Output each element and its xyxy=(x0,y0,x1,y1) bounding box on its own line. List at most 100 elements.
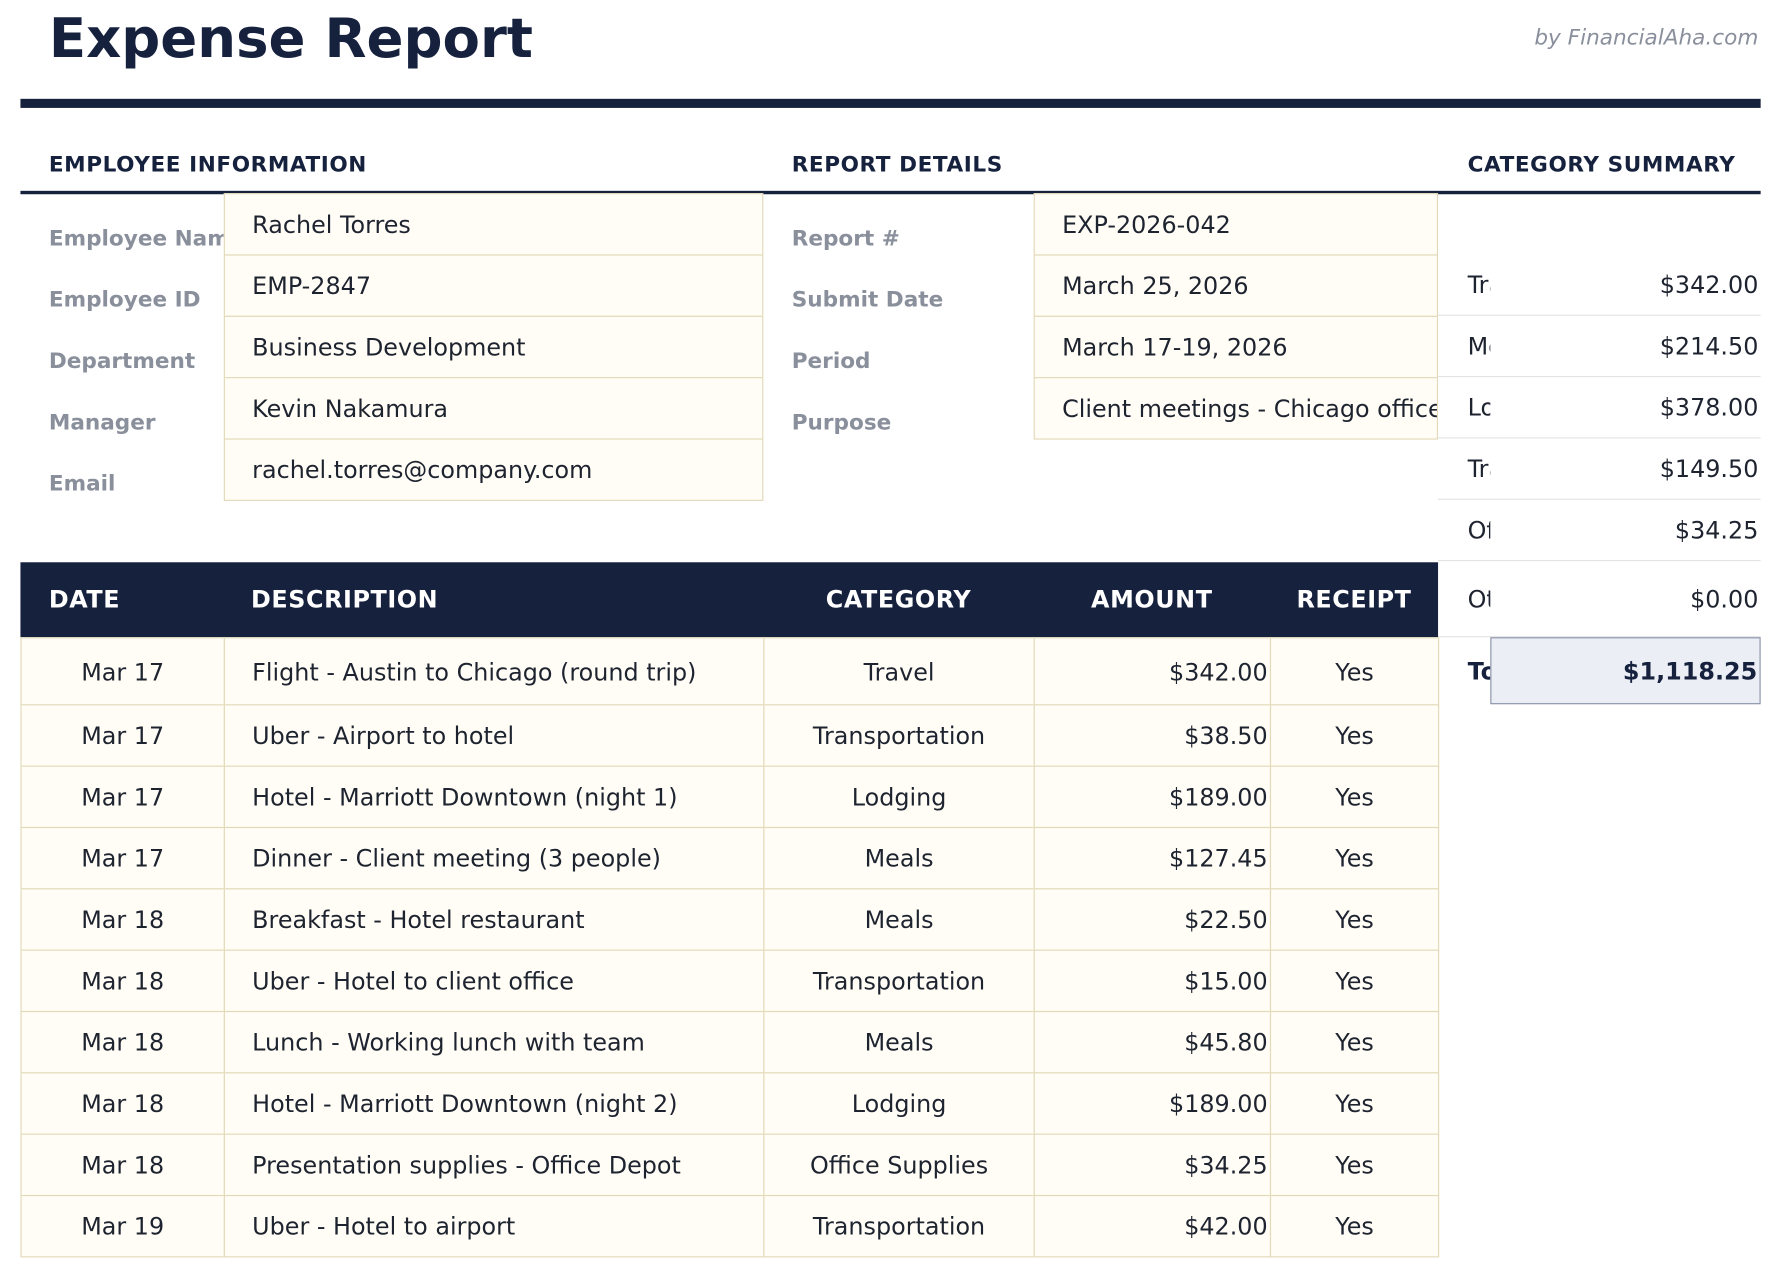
summary-row xyxy=(1438,561,1761,638)
field-value: rachel.torres@company.com xyxy=(223,438,764,501)
expense-description: Hotel - Marriott Downtown (night 2) xyxy=(223,1072,765,1135)
expense-amount: $34.25 xyxy=(1033,1133,1272,1197)
expense-description: Flight - Austin to Chicago (round trip) xyxy=(223,637,765,707)
expense-receipt: Yes xyxy=(1269,765,1440,829)
page-title: Expense Report xyxy=(48,6,533,71)
expense-description: Breakfast - Hotel restaurant xyxy=(223,888,765,951)
section-title: REPORT DETAILS xyxy=(791,152,1003,178)
expense-category: Transportation xyxy=(763,1194,1035,1258)
field-value: Rachel Torres xyxy=(223,193,764,256)
expense-date: Mar 17 xyxy=(20,826,225,890)
expense-description: Lunch - Working lunch with team xyxy=(223,1010,765,1074)
expense-receipt: Yes xyxy=(1269,704,1440,767)
expense-amount: $127.45 xyxy=(1033,826,1272,890)
expense-amount: $189.00 xyxy=(1033,1072,1272,1135)
expense-description: Uber - Hotel to client office xyxy=(223,949,765,1013)
field-value: March 17-19, 2026 xyxy=(1033,315,1439,379)
expense-receipt: Yes xyxy=(1269,637,1440,707)
expense-date: Mar 17 xyxy=(20,704,225,767)
column-header: DESCRIPTION xyxy=(251,586,439,614)
field-label: Period xyxy=(791,348,871,374)
column-header: CATEGORY xyxy=(825,586,972,614)
field-value: EMP-2847 xyxy=(223,254,764,317)
expense-date: Mar 18 xyxy=(20,949,225,1013)
expense-amount: $189.00 xyxy=(1033,765,1272,829)
expense-category: Transportation xyxy=(763,949,1035,1013)
header-rule xyxy=(20,98,1761,108)
summary-category: Other xyxy=(1467,585,1491,613)
field-value: March 25, 2026 xyxy=(1033,254,1439,317)
expense-date: Mar 18 xyxy=(20,888,225,951)
expense-receipt: Yes xyxy=(1269,1010,1440,1074)
summary-row xyxy=(1438,438,1761,500)
expense-date: Mar 18 xyxy=(20,1072,225,1135)
expense-receipt: Yes xyxy=(1269,1133,1440,1197)
summary-amount: $34.25 xyxy=(1674,516,1759,545)
summary-amount: $342.00 xyxy=(1659,271,1759,299)
summary-total-amount: $1,118.25 xyxy=(1490,637,1761,705)
summary-row xyxy=(1438,254,1761,316)
field-label: Department xyxy=(48,348,196,374)
table-header-band xyxy=(20,562,1439,638)
expense-description: Presentation supplies - Office Depot xyxy=(223,1133,765,1197)
expense-description: Dinner - Client meeting (3 people) xyxy=(223,826,765,890)
expense-category: Meals xyxy=(763,888,1035,951)
expense-receipt: Yes xyxy=(1269,888,1440,951)
summary-row xyxy=(1438,500,1761,562)
field-label: Purpose xyxy=(791,410,892,436)
expense-category: Travel xyxy=(763,637,1035,707)
expense-category: Meals xyxy=(763,1010,1035,1074)
field-value: EXP-2026-042 xyxy=(1033,193,1439,256)
expense-category: Meals xyxy=(763,826,1035,890)
summary-category: Office Supplies xyxy=(1467,516,1491,545)
summary-total-label: Total xyxy=(1467,657,1491,685)
summary-category: Meals xyxy=(1467,332,1491,361)
expense-date: Mar 18 xyxy=(20,1133,225,1197)
expense-receipt: Yes xyxy=(1269,1194,1440,1258)
expense-date: Mar 18 xyxy=(20,1010,225,1074)
summary-amount: $378.00 xyxy=(1659,394,1759,422)
summary-amount: $214.50 xyxy=(1659,332,1759,361)
section-title: CATEGORY SUMMARY xyxy=(1467,152,1736,178)
expense-date: Mar 17 xyxy=(20,637,225,707)
summary-amount: $0.00 xyxy=(1690,585,1759,613)
expense-amount: $38.50 xyxy=(1033,704,1272,767)
expense-amount: $22.50 xyxy=(1033,888,1272,951)
expense-category: Lodging xyxy=(763,1072,1035,1135)
expense-amount: $15.00 xyxy=(1033,949,1272,1013)
summary-amount: $149.50 xyxy=(1659,455,1759,483)
field-value: Kevin Nakamura xyxy=(223,377,764,440)
field-label: Manager xyxy=(48,410,156,436)
expense-category: Office Supplies xyxy=(763,1133,1035,1197)
field-label: Employee ID xyxy=(48,287,201,313)
summary-category: Travel xyxy=(1467,271,1491,299)
expense-receipt: Yes xyxy=(1269,826,1440,890)
expense-amount: $45.80 xyxy=(1033,1010,1272,1074)
expense-date: Mar 17 xyxy=(20,765,225,829)
byline: by FinancialAha.com xyxy=(1534,24,1759,50)
expense-amount: $342.00 xyxy=(1033,637,1272,707)
summary-row xyxy=(1438,377,1761,439)
expense-category: Lodging xyxy=(763,765,1035,829)
expense-receipt: Yes xyxy=(1269,1072,1440,1135)
section-title: EMPLOYEE INFORMATION xyxy=(48,152,367,178)
expense-receipt: Yes xyxy=(1269,949,1440,1013)
expense-description: Uber - Airport to hotel xyxy=(223,704,765,767)
field-value: Business Development xyxy=(223,315,764,379)
summary-category: Lodging xyxy=(1467,394,1491,422)
expense-category: Transportation xyxy=(763,704,1035,767)
expense-amount: $42.00 xyxy=(1033,1194,1272,1258)
section-rule xyxy=(20,190,1761,195)
field-label: Email xyxy=(48,471,116,497)
column-header: RECEIPT xyxy=(1296,586,1412,614)
field-label: Report # xyxy=(791,226,900,252)
expense-date: Mar 19 xyxy=(20,1194,225,1258)
expense-description: Uber - Hotel to airport xyxy=(223,1194,765,1258)
field-label: Submit Date xyxy=(791,287,944,313)
column-header: DATE xyxy=(48,586,121,614)
field-value: Client meetings - Chicago office xyxy=(1033,377,1439,440)
summary-category: Transportation xyxy=(1467,455,1491,483)
field-label: Employee Name xyxy=(48,226,224,252)
summary-row xyxy=(1438,316,1761,378)
